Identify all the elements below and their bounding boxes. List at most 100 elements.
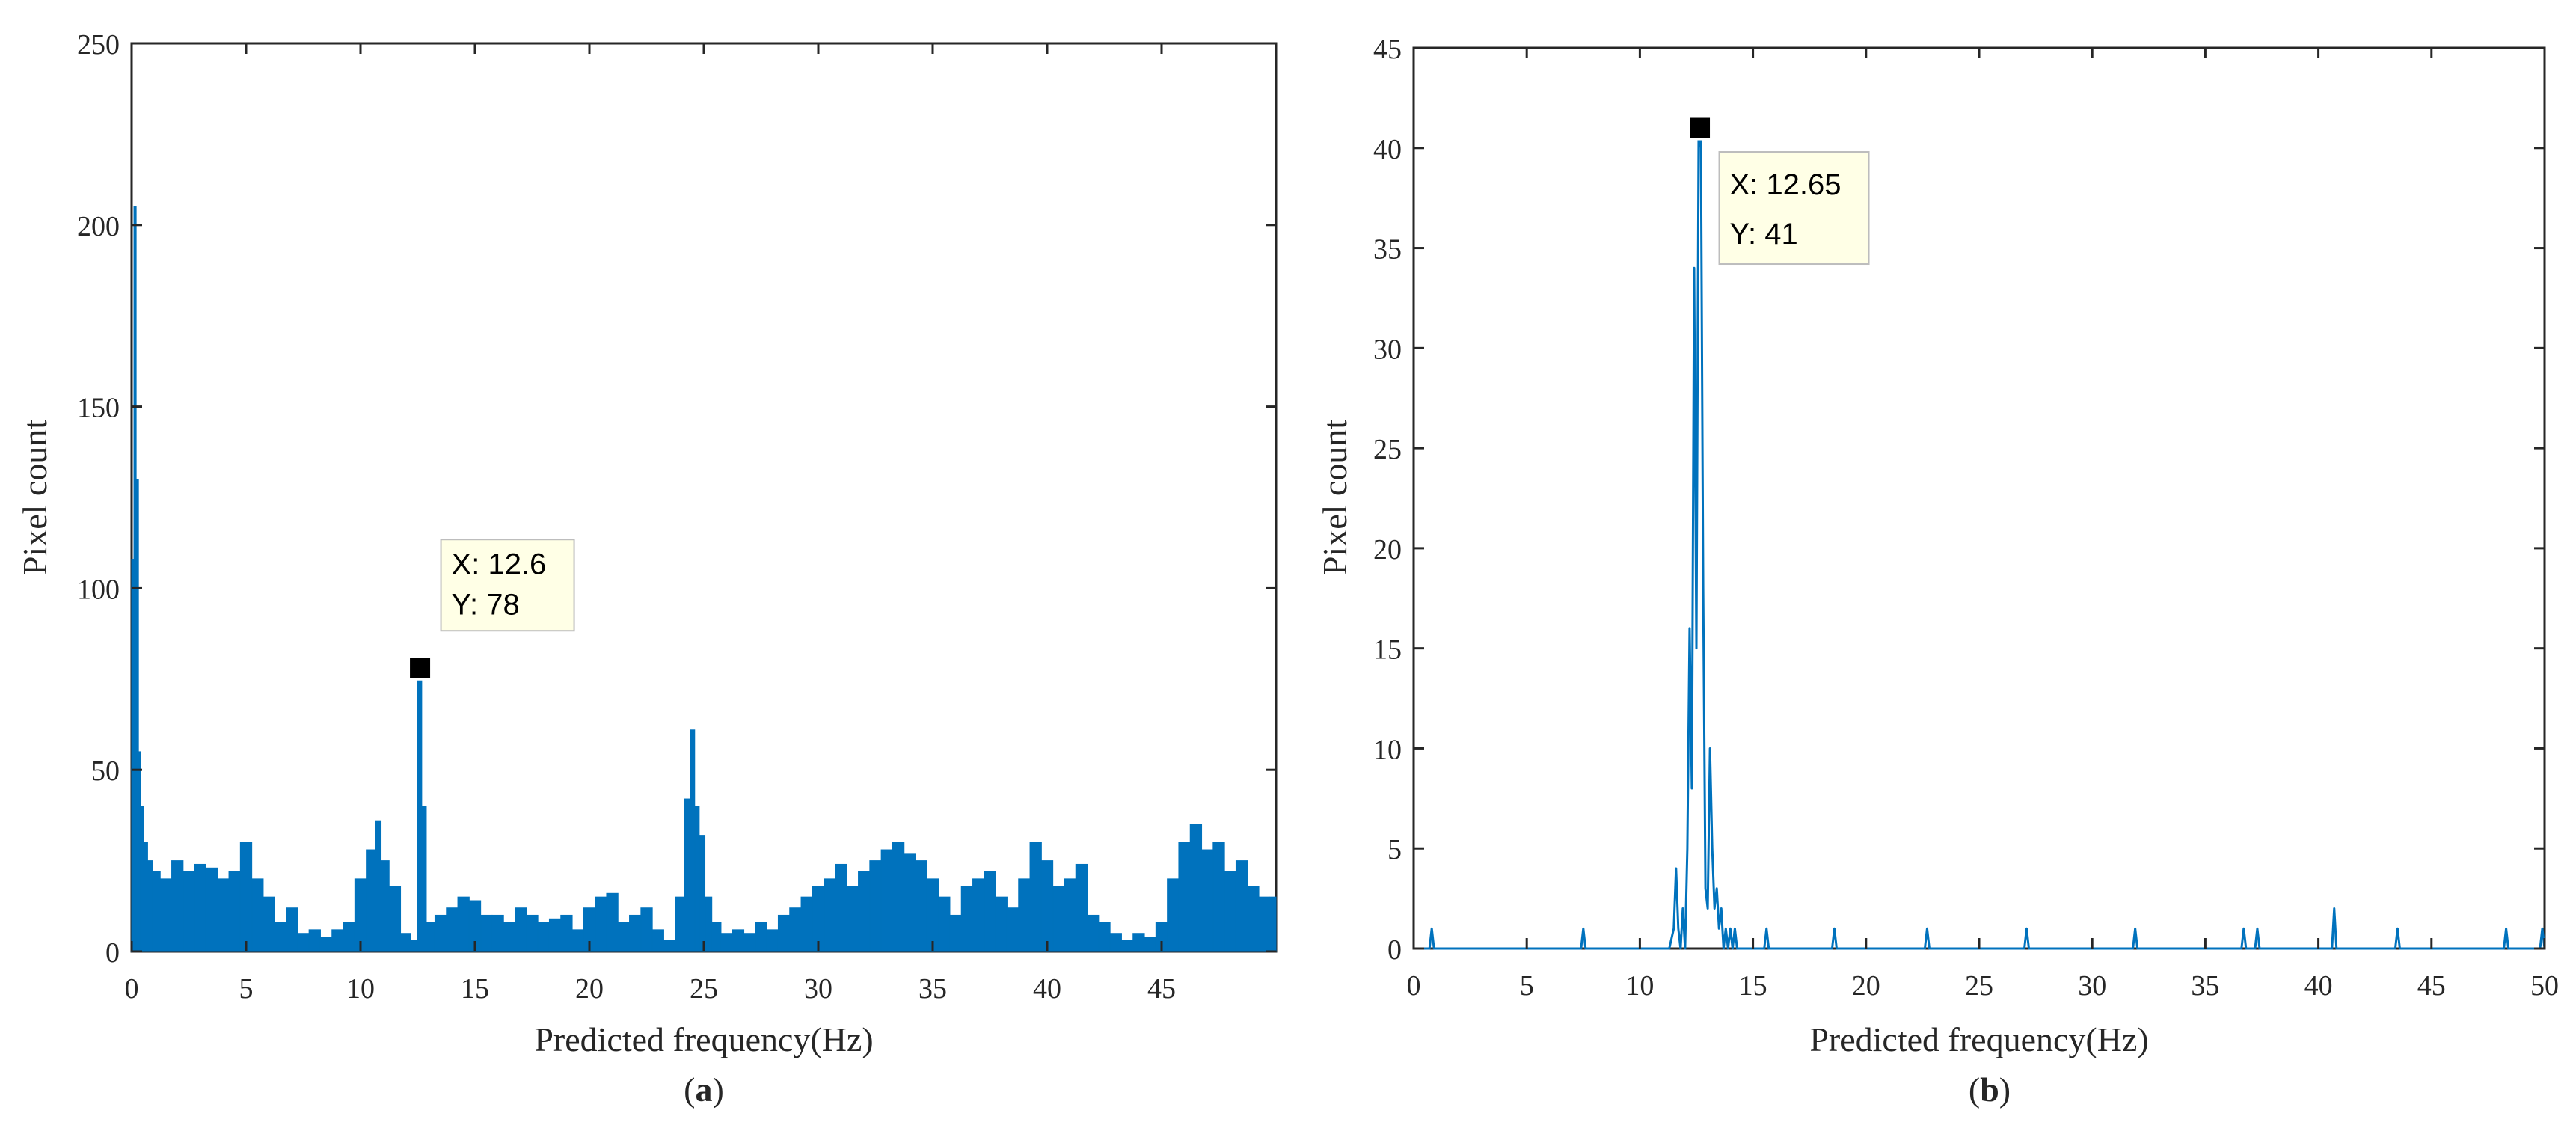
x-tick-label: 30 [804, 973, 832, 1005]
panel-letter-a: a [696, 1070, 713, 1109]
panel-label-a: (a) [684, 1070, 724, 1109]
histogram-bar [690, 729, 696, 952]
histogram-bar [560, 914, 573, 952]
panel-label-b: (b) [1969, 1070, 2011, 1109]
x-tick-label: 25 [690, 973, 718, 1005]
histogram-bar [140, 806, 144, 952]
histogram-bar [1120, 940, 1134, 952]
histogram-bar [694, 806, 700, 952]
histogram-bar [755, 922, 767, 952]
y-tick-label: 35 [1373, 234, 1402, 266]
y-tick-label: 5 [1387, 834, 1402, 865]
histogram-bar [1201, 849, 1214, 952]
histogram-bar [217, 878, 230, 952]
x-tick-label: 50 [2530, 970, 2559, 1002]
axis-ticks-a: 0 5 10 15 20 25 30 35 40 45 0 50 100 150 200 250 [77, 29, 1276, 1005]
histogram-bar [960, 886, 974, 952]
histogram-bar [152, 871, 161, 952]
histogram-bar [1212, 842, 1225, 952]
chart-panel-a: 0 5 10 15 20 25 30 35 40 45 0 50 100 150 200 250 X: 12.… [16, 29, 1278, 1109]
histogram-bar [331, 929, 344, 952]
histogram-bar [1167, 878, 1180, 952]
y-tick-label: 50 [91, 756, 120, 787]
histogram-bar [705, 896, 713, 952]
histogram-bar [426, 922, 435, 952]
x-tick-label: 35 [919, 973, 947, 1005]
histogram-bar [147, 860, 153, 952]
axis-ticks-b: 0 5 10 15 20 25 30 35 40 45 50 0 5 10 15 20 25 30 35 40 45 [1373, 34, 2559, 1002]
plot-area-b [1412, 46, 2546, 950]
histogram-bar [684, 798, 691, 952]
histogram-bar [446, 907, 459, 952]
histogram-bar [904, 853, 916, 952]
histogram-bar [629, 914, 642, 952]
spectrum-line-b [1413, 126, 2546, 950]
histogram-bar [491, 914, 504, 952]
histogram-bar [732, 929, 745, 952]
y-tick-label: 150 [77, 393, 120, 424]
histogram-bar [880, 849, 893, 952]
histogram-bar [699, 835, 706, 952]
data-tip-box [1718, 151, 1870, 266]
y-tick-label: 45 [1373, 34, 1402, 65]
x-tick-label: 30 [2078, 970, 2106, 1002]
histogram-bar [526, 914, 539, 952]
histogram-bar [286, 907, 298, 952]
panel-letter-b: b [1980, 1070, 1999, 1109]
histogram-bar [503, 922, 516, 952]
data-tip-b: X: 12.65 Y: 41 [1687, 115, 1870, 266]
x-tick-label: 0 [1407, 970, 1421, 1002]
data-tip-y: Y: 41 [1730, 218, 1798, 251]
histogram-bar [766, 929, 779, 952]
data-tip-marker[interactable] [408, 655, 433, 681]
histogram-bar [410, 940, 419, 952]
y-axis-label-b: Pixel count [1316, 420, 1354, 575]
histogram-bar [159, 878, 173, 952]
y-tick-label: 250 [77, 29, 120, 61]
histogram-bar [972, 878, 985, 952]
histogram-bar [400, 933, 411, 952]
series-line [1414, 126, 2546, 950]
histogram-bar [835, 863, 847, 952]
histogram-bar [515, 907, 527, 952]
x-tick-label: 40 [2304, 970, 2333, 1002]
histogram-bar [984, 871, 996, 952]
histogram-bar [251, 878, 264, 952]
y-tick-label: 20 [1373, 534, 1402, 566]
histogram-bar [143, 842, 148, 952]
y-tick-label: 100 [77, 574, 120, 605]
histogram-bar [663, 940, 676, 952]
data-tip-x: X: 12.6 [452, 548, 547, 581]
histogram-bar [239, 842, 253, 952]
histogram-bar [869, 860, 882, 952]
histogram-bar [949, 914, 962, 952]
histogram-bar [675, 896, 685, 952]
y-tick-label: 25 [1373, 434, 1402, 465]
histogram-bar [194, 863, 206, 952]
histogram-bar [1178, 842, 1191, 952]
x-tick-label: 40 [1033, 973, 1061, 1005]
histogram-bar [388, 886, 402, 952]
histogram-bar [1132, 933, 1145, 952]
data-tip-x: X: 12.65 [1730, 168, 1841, 201]
y-tick-label: 40 [1373, 134, 1402, 165]
histogram-bar [1258, 896, 1270, 952]
data-tip-marker[interactable] [1687, 115, 1713, 141]
histogram-bar [354, 878, 367, 952]
histogram-bar [926, 878, 939, 952]
x-tick-label: 45 [1147, 973, 1176, 1005]
histogram-bar [1006, 907, 1019, 952]
histogram-bar [1269, 896, 1277, 952]
histogram-bar [1018, 878, 1031, 952]
histogram-bar [537, 922, 550, 952]
histogram-bar [1052, 886, 1065, 952]
histogram-bar [1224, 871, 1236, 952]
histogram-bar [777, 914, 791, 952]
y-tick-label: 10 [1373, 734, 1402, 765]
histogram-bar [1040, 860, 1054, 952]
histogram-bar [343, 922, 355, 952]
histogram-bar [366, 849, 376, 952]
histogram-bar [274, 922, 287, 952]
histogram-bar [228, 871, 241, 952]
